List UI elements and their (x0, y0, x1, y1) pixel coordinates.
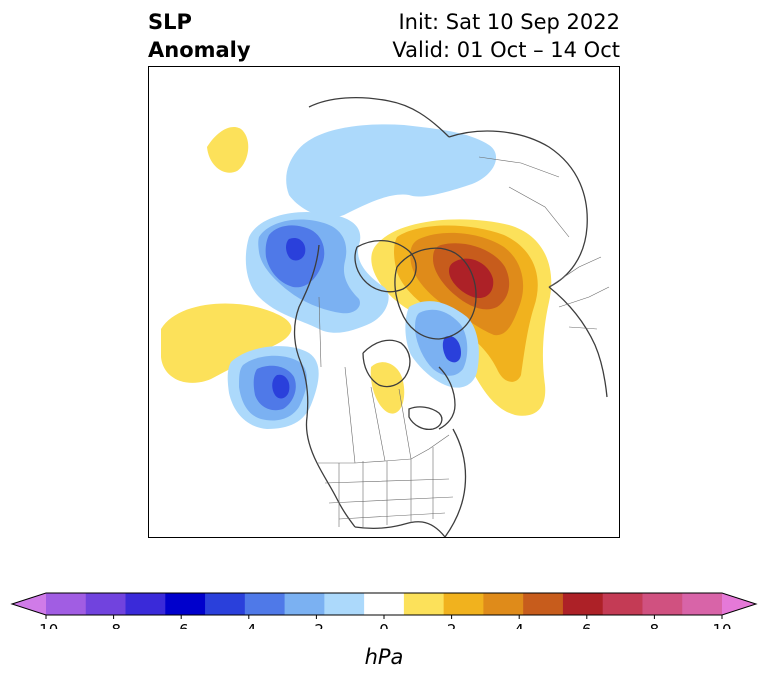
us-east-coast (444, 428, 467, 537)
colorbar-segment (602, 593, 643, 615)
colorbar-tick-label: 4 (514, 621, 524, 629)
colorbar-segment (364, 593, 405, 615)
colorbar-segment (85, 593, 127, 615)
canada-west-coast (316, 462, 356, 528)
colorbar-units-label: hPa (364, 645, 404, 669)
chart-title-right: Init: Sat 10 Sep 2022 Valid: 01 Oct – 14… (392, 8, 620, 64)
colorbar-segment (244, 593, 286, 615)
colorbar-segment (284, 593, 325, 615)
colorbar-tick-label: 6 (582, 621, 592, 629)
colorbar-tick-label: 0 (379, 621, 389, 629)
mexico-coast (354, 521, 446, 537)
valid-range-label: Valid: 01 Oct – 14 Oct (392, 38, 620, 62)
greenland-coast (394, 247, 477, 340)
negative-anomaly-layer (227, 124, 497, 429)
central-pacific-ridge (161, 303, 292, 383)
arctic-archipelago-coast (354, 240, 417, 293)
colorbar-tick-label: -2 (309, 621, 324, 629)
arctic-negative-anomaly (286, 124, 497, 218)
western-canada-ridge (370, 362, 405, 414)
colorbar: -10 -8 -6 -4 -2 0 2 4 6 8 10 (10, 592, 758, 629)
colorbar-tick-label: 2 (447, 621, 457, 629)
great-lakes-outline (408, 406, 443, 431)
colorbar-segments (10, 592, 758, 616)
canada-province-lines (344, 366, 412, 464)
colorbar-tick-label: -8 (106, 621, 121, 629)
title-variable-line2: Anomaly (148, 38, 251, 62)
colorbar-tick-label: -10 (34, 621, 59, 629)
init-date-label: Init: Sat 10 Sep 2022 (398, 10, 620, 34)
map-panel (148, 66, 620, 538)
colorbar-tick-label: -6 (174, 621, 189, 629)
arctic-yellow-blob (207, 127, 249, 173)
colorbar-segment (642, 593, 683, 615)
colorbar-segment (523, 593, 564, 615)
us-state-lines-b (324, 478, 454, 520)
colorbar-segment (165, 593, 206, 615)
colorbar-segment (562, 593, 604, 615)
border-layer (317, 156, 610, 527)
colorbar-segment (205, 593, 246, 615)
colorbar-segment (682, 593, 723, 615)
colorbar-segment (46, 593, 87, 615)
siberian-high-core (449, 258, 494, 299)
colorbar-tick-label: -4 (241, 621, 256, 629)
anomaly-map (161, 96, 610, 537)
hudson-bay-coast (362, 339, 411, 388)
europe-coast (548, 286, 608, 398)
colorbar-segment (125, 593, 166, 615)
colorbar-segment (443, 593, 484, 615)
colorbar-tick-label: 10 (712, 621, 731, 629)
northeast-pacific-low-core (272, 374, 290, 399)
hudson-bay-low-core (442, 335, 461, 363)
colorbar-ticks: -10 -8 -6 -4 -2 0 2 4 6 8 10 (34, 615, 732, 629)
colorbar-extend-max (722, 593, 756, 615)
alaska-coast (293, 244, 320, 464)
canada-us-border (317, 434, 450, 464)
siberia-coast (448, 130, 588, 288)
colorbar-extend-min (12, 593, 46, 615)
title-variable: SLP (148, 10, 192, 34)
eurasia-border-lines (478, 156, 610, 330)
alaska-canada-border (318, 296, 322, 368)
colorbar-segment (403, 593, 445, 615)
colorbar-tick-label: 8 (650, 621, 660, 629)
labrador-coast (438, 366, 456, 430)
chart-title-left: SLP Anomaly (148, 8, 251, 64)
us-state-lines-a (338, 447, 434, 527)
east-asia-coast (308, 96, 450, 138)
coastline-layer (293, 96, 608, 537)
colorbar-segment (483, 593, 524, 615)
colorbar-segment (324, 593, 365, 615)
bering-low-core (286, 237, 306, 261)
